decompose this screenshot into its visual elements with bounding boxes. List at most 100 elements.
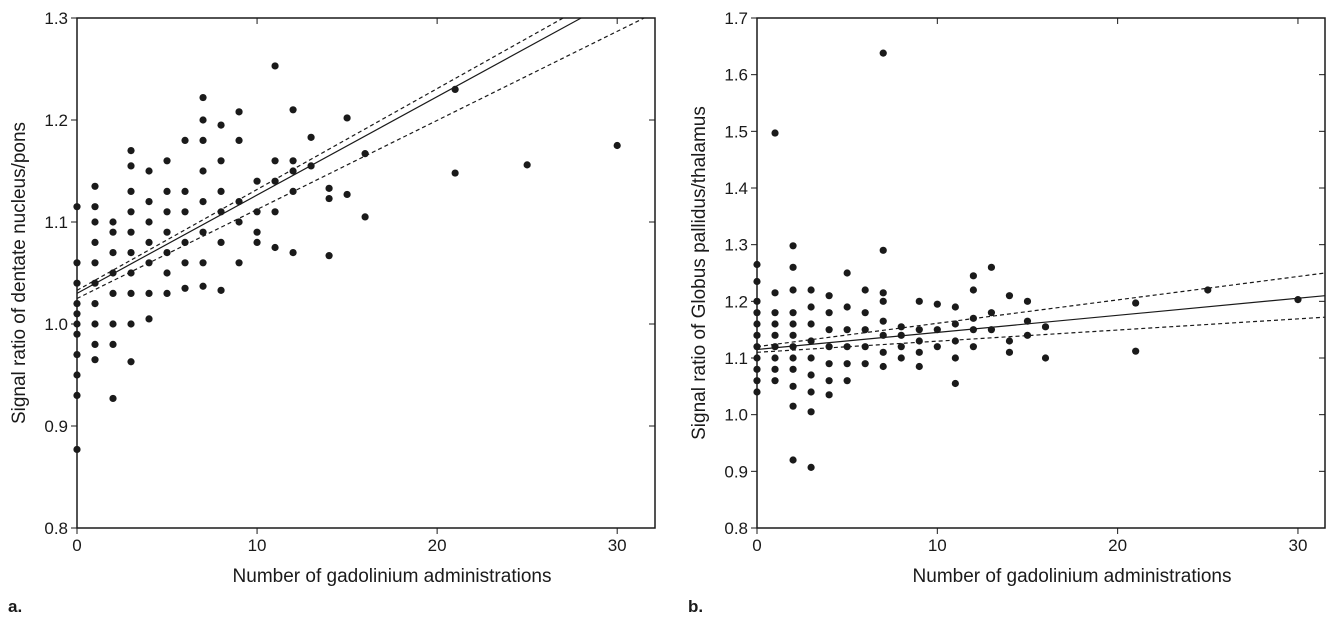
data-point: [217, 187, 225, 195]
data-point: [771, 365, 779, 373]
data-point: [825, 391, 833, 399]
data-point: [73, 351, 81, 359]
data-point: [771, 289, 779, 297]
data-point: [127, 147, 135, 155]
plot-frame: [756, 17, 1326, 529]
y-tick-label: 1.5: [724, 122, 748, 141]
data-point: [771, 309, 779, 317]
data-point: [807, 371, 815, 379]
data-point: [109, 320, 117, 328]
data-point: [145, 238, 153, 246]
data-point: [1023, 297, 1032, 305]
data-point: [807, 303, 815, 311]
data-point: [951, 354, 959, 362]
data-point: [145, 289, 153, 297]
data-point: [825, 292, 833, 300]
data-point: [879, 246, 887, 254]
data-point: [915, 326, 923, 334]
data-point: [109, 394, 117, 403]
data-point: [807, 354, 815, 362]
data-point: [91, 182, 99, 190]
data-point: [91, 238, 99, 246]
data-point: [1132, 299, 1140, 307]
data-point: [843, 360, 851, 368]
data-point: [91, 203, 99, 211]
data-point: [361, 213, 369, 221]
data-point: [861, 309, 869, 317]
data-point: [199, 93, 207, 102]
x-tick-label: 20: [428, 536, 447, 555]
data-point: [127, 289, 135, 297]
data-point: [789, 331, 797, 339]
data-point: [163, 228, 171, 236]
data-point: [825, 343, 833, 351]
data-point: [199, 116, 207, 124]
data-point: [253, 208, 261, 216]
data-point: [879, 49, 887, 57]
data-point: [127, 228, 135, 236]
data-point: [181, 208, 189, 216]
panel-label: a.: [8, 597, 22, 616]
x-tick-label: 0: [752, 536, 761, 555]
data-point: [915, 348, 923, 356]
data-point: [235, 218, 243, 226]
data-point: [91, 300, 99, 308]
confidence-line: [76, 17, 645, 300]
data-point: [915, 297, 923, 305]
data-point: [969, 286, 977, 294]
panel-label: b.: [688, 597, 703, 616]
y-tick-label: 1.6: [724, 66, 748, 85]
data-point: [1041, 354, 1050, 362]
data-point: [91, 320, 99, 328]
data-point: [789, 365, 797, 373]
data-point: [109, 289, 117, 297]
data-point: [789, 286, 797, 294]
y-tick-label: 0.9: [724, 462, 748, 481]
data-point: [199, 259, 207, 267]
data-point: [1023, 317, 1032, 325]
data-point: [127, 358, 135, 366]
data-point: [91, 340, 99, 348]
confidence-line: [756, 316, 1326, 353]
data-point: [91, 259, 99, 267]
data-point: [771, 331, 779, 339]
data-point: [1294, 296, 1302, 304]
data-point: [879, 289, 887, 297]
data-point: [771, 129, 779, 137]
data-point: [325, 194, 333, 203]
data-point: [753, 388, 761, 396]
data-point: [199, 198, 207, 206]
data-point: [951, 379, 959, 388]
data-point: [235, 108, 243, 116]
data-point: [987, 263, 996, 271]
y-tick-label: 1.1: [724, 349, 748, 368]
data-point: [933, 326, 941, 334]
data-point: [789, 456, 797, 464]
data-point: [253, 238, 261, 246]
data-point: [951, 303, 959, 311]
data-point: [73, 279, 81, 287]
data-point: [217, 286, 225, 294]
x-axis-label: Number of gadolinium administrations: [913, 566, 1232, 587]
data-point: [145, 198, 153, 206]
data-point: [181, 187, 189, 195]
data-point: [127, 208, 135, 216]
data-point: [163, 249, 171, 257]
y-axis-label: Signal ratio of dentate nucleus/pons: [9, 122, 30, 424]
data-point: [753, 365, 761, 373]
data-point: [843, 326, 851, 334]
data-point: [987, 309, 996, 317]
data-point: [343, 190, 351, 199]
y-tick-label: 1.2: [44, 111, 68, 130]
data-point: [289, 106, 297, 114]
data-point: [73, 371, 81, 379]
data-point: [879, 297, 887, 305]
data-point: [127, 269, 135, 277]
data-point: [163, 208, 171, 216]
data-point: [109, 218, 117, 226]
data-point: [843, 303, 851, 311]
data-point: [879, 317, 887, 325]
data-point: [73, 203, 81, 211]
data-point: [897, 323, 905, 331]
